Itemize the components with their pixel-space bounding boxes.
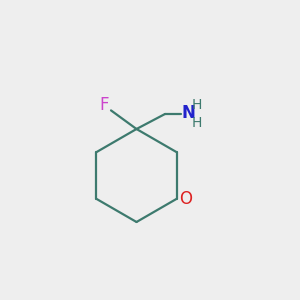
Text: F: F (100, 96, 109, 114)
Text: H: H (192, 98, 202, 112)
Text: N: N (182, 104, 195, 122)
Text: H: H (192, 116, 202, 130)
Text: O: O (179, 190, 192, 208)
